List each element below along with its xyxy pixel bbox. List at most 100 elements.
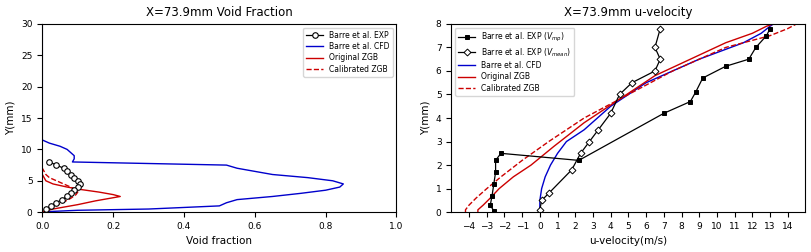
Calibrated ZGB <box>464 204 474 207</box>
Barre et al. CFD <box>232 167 242 170</box>
Line: Original ZGB: Original ZGB <box>42 175 120 212</box>
Barre et al. EXP ($V_{mp}$) <box>486 204 496 207</box>
Barre et al. EXP ($V_{mp}$) <box>744 58 753 61</box>
Barre et al. EXP ($V_{mp}$) <box>751 46 761 49</box>
Barre et al. CFD <box>535 211 545 214</box>
Original ZGB <box>41 179 51 182</box>
Calibrated ZGB <box>58 182 68 185</box>
Original ZGB <box>73 203 83 206</box>
Calibrated ZGB <box>471 197 481 200</box>
Barre et al. EXP ($V_{mean}$) <box>615 93 624 96</box>
Calibrated ZGB <box>482 187 491 190</box>
Original ZGB <box>39 176 49 179</box>
Legend: Barre et al. EXP, Barre et al. CFD, Original ZGB, Calibrated ZGB: Barre et al. EXP, Barre et al. CFD, Orig… <box>303 28 393 77</box>
Original ZGB <box>748 32 757 35</box>
Barre et al. EXP ($V_{mean}$) <box>576 152 586 155</box>
Original ZGB <box>91 199 101 202</box>
Barre et al. CFD <box>37 22 47 25</box>
Calibrated ZGB <box>71 193 81 196</box>
Barre et al. EXP <box>73 179 83 182</box>
Barre et al. EXP <box>58 167 68 170</box>
Original ZGB <box>105 197 114 200</box>
Barre et al. EXP ($V_{mean}$) <box>650 46 660 49</box>
Barre et al. EXP ($V_{mp}$) <box>487 194 497 197</box>
Barre et al. CFD <box>606 105 616 108</box>
Barre et al. EXP ($V_{mp}$) <box>491 171 500 174</box>
X-axis label: u-velocity(m/s): u-velocity(m/s) <box>590 236 667 246</box>
Barre et al. CFD <box>37 139 47 142</box>
Barre et al. EXP ($V_{mean}$) <box>655 27 665 30</box>
Barre et al. EXP <box>52 164 62 167</box>
Original ZGB <box>39 210 49 213</box>
Original ZGB <box>526 164 536 167</box>
Barre et al. CFD <box>694 58 704 61</box>
Original ZGB <box>762 25 771 28</box>
Calibrated ZGB <box>579 116 589 119</box>
Barre et al. CFD <box>67 161 77 164</box>
Barre et al. EXP <box>73 185 83 188</box>
Original ZGB <box>62 185 72 188</box>
Line: Barre et al. EXP ($V_{mp}$): Barre et al. EXP ($V_{mp}$) <box>488 26 772 213</box>
Barre et al. EXP <box>45 161 54 164</box>
Original ZGB <box>508 175 518 178</box>
Calibrated ZGB <box>66 185 75 188</box>
Barre et al. EXP ($V_{mp}$) <box>489 182 499 185</box>
Y-axis label: Y(mm): Y(mm) <box>6 101 15 135</box>
Barre et al. EXP ($V_{mp}$) <box>574 159 584 162</box>
Barre et al. EXP ($V_{mp}$) <box>489 209 499 212</box>
X-axis label: Void fraction: Void fraction <box>187 236 252 246</box>
Barre et al. EXP ($V_{mp}$) <box>721 65 731 68</box>
Original ZGB <box>37 173 47 176</box>
Title: X=73.9mm u-velocity: X=73.9mm u-velocity <box>564 6 693 19</box>
Original ZGB <box>721 41 731 44</box>
Line: Barre et al. CFD: Barre et al. CFD <box>540 24 774 212</box>
Barre et al. CFD <box>268 195 277 198</box>
Barre et al. CFD <box>45 210 54 213</box>
Original ZGB <box>478 204 488 207</box>
Line: Barre et al. CFD: Barre et al. CFD <box>42 24 343 212</box>
Barre et al. CFD <box>765 25 775 28</box>
Barre et al. EXP ($V_{mp}$) <box>698 77 708 80</box>
Barre et al. EXP <box>41 207 51 210</box>
Calibrated ZGB <box>41 208 51 211</box>
Barre et al. CFD <box>268 173 277 176</box>
Barre et al. EXP ($V_{mean}$) <box>585 140 594 143</box>
Barre et al. EXP ($V_{mean}$) <box>627 81 637 84</box>
Original ZGB <box>473 211 483 214</box>
Barre et al. CFD <box>232 198 242 201</box>
Original ZGB <box>615 98 624 101</box>
Original ZGB <box>48 182 58 185</box>
Barre et al. EXP <box>62 170 72 173</box>
Barre et al. EXP <box>52 201 62 204</box>
Original ZGB <box>486 197 496 200</box>
Barre et al. CFD <box>221 201 231 204</box>
Line: Calibrated ZGB: Calibrated ZGB <box>42 168 78 212</box>
Barre et al. CFD <box>296 192 306 195</box>
Calibrated ZGB <box>66 197 75 200</box>
Barre et al. EXP <box>46 204 56 207</box>
Barre et al. CFD <box>215 204 225 207</box>
Calibrated ZGB <box>39 170 49 173</box>
Barre et al. EXP <box>62 195 72 198</box>
Calibrated ZGB <box>765 34 775 37</box>
Calibrated ZGB <box>783 27 792 30</box>
Title: X=73.9mm Void Fraction: X=73.9mm Void Fraction <box>146 6 293 19</box>
Original ZGB <box>115 195 125 198</box>
Calibrated ZGB <box>73 191 83 194</box>
Barre et al. EXP ($V_{mean}$) <box>544 192 554 195</box>
Calibrated ZGB <box>544 140 554 143</box>
Barre et al. EXP ($V_{mp}$) <box>691 91 701 94</box>
Barre et al. EXP ($V_{mp}$) <box>762 34 771 37</box>
Barre et al. EXP ($V_{mean}$) <box>650 70 660 73</box>
Barre et al. EXP ($V_{mean}$) <box>606 112 616 115</box>
Barre et al. EXP <box>57 198 67 201</box>
Line: Barre et al. EXP ($V_{mean}$): Barre et al. EXP ($V_{mean}$) <box>538 26 663 212</box>
Barre et al. CFD <box>144 207 153 210</box>
Original ZGB <box>94 191 104 194</box>
Barre et al. EXP ($V_{mp}$) <box>765 27 775 30</box>
Calibrated ZGB <box>71 188 81 191</box>
Calibrated ZGB <box>58 201 68 204</box>
Barre et al. EXP <box>66 192 75 195</box>
Barre et al. CFD <box>69 157 79 160</box>
Barre et al. CFD <box>757 32 766 35</box>
